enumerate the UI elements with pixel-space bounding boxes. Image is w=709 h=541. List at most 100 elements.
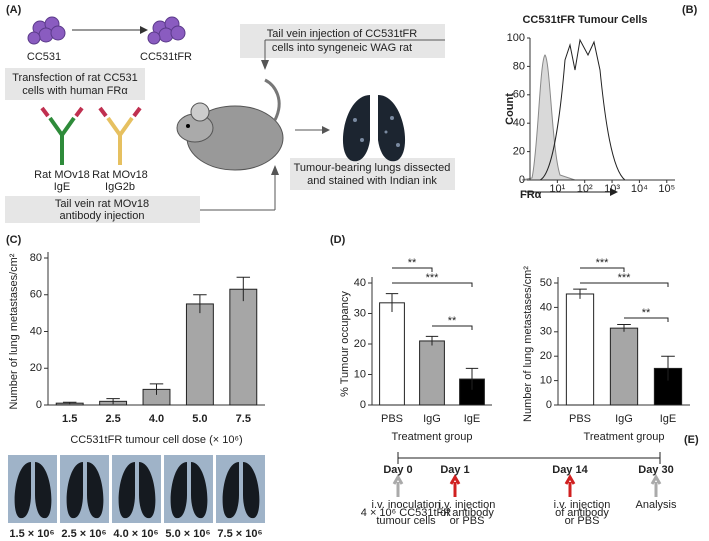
box-text: antibody injection [59,210,144,222]
bar [419,340,445,406]
lung-photo [222,462,260,519]
bar [185,303,214,406]
antibody-label: Rat MOv18 [34,169,90,181]
box-text: and stained with Indian ink [307,175,437,187]
lung-photo [66,462,104,519]
bar [565,293,595,406]
y-tick-label: 0 [519,174,525,186]
x-tick-label: 10² [577,183,593,195]
day-label: Day 14 [552,464,588,476]
y-axis-label: % Tumour occupancy [339,291,351,397]
y-tick-label: 20 [513,146,525,158]
lung-photo [170,462,208,519]
error-bar [385,293,399,312]
significance-bracket [392,282,473,287]
error-bar [62,401,77,405]
x-tick-label: 1.5 [62,413,77,425]
x-tick-label: 10¹ [549,183,565,195]
lung-images [8,455,265,523]
significance-bracket [580,282,669,287]
y-tick-label: 20 [354,338,366,350]
y-tick-label: 0 [360,399,366,411]
y-axis-label: Number of lung metastases/cm² [8,253,20,409]
image-label: 1.5 × 10⁶ [9,528,54,540]
x-tick-label: 7.5 [236,413,251,425]
box-text: cells into syngeneic WAG rat [272,42,412,54]
error-bar [149,383,164,395]
timeline-note: 4 × 10⁶ CC531tFR [361,507,451,519]
y-tick-label: 80 [30,252,42,264]
antibody-label: IgE [54,181,71,193]
x-tick-label: IgE [660,413,677,425]
y-tick-label: 0 [546,399,552,411]
significance-bracket [624,317,669,322]
x-axis-label: Treatment group [392,431,473,443]
y-tick-label: 20 [540,350,552,362]
x-tick-label: IgG [615,413,633,425]
image-label: 2.5 × 10⁶ [61,528,106,540]
x-tick-label: 10³ [604,183,620,195]
bar [229,288,258,406]
box-text: Tail vein rat MOv18 [55,198,149,210]
timeline-note: Analysis [636,499,677,511]
chart-title: CC531tFR Tumour Cells [522,14,647,26]
panel-a-art [5,16,455,223]
timeline-note: of antibody [440,507,494,519]
y-tick-label: 40 [30,325,42,337]
day-label: Day 0 [383,464,412,476]
timeline-note: or PBS [565,515,600,527]
timeline-note: tumour cells [376,515,436,527]
cell-label: CC531 [27,51,61,63]
error-bar [617,323,631,332]
significance-label: ** [448,315,457,327]
panel-label: (D) [330,234,346,246]
significance-bracket [580,267,625,272]
significance-label: *** [618,272,632,284]
x-tick-label: 10⁵ [658,183,675,195]
error-bar [573,288,587,299]
timeline-note: i.v. injection [554,499,611,511]
y-tick-label: 10 [354,368,366,380]
significance-bracket [392,267,433,272]
error-bar [465,367,479,390]
lung-photo [118,462,156,519]
panel-label: (B) [682,4,698,16]
y-tick-label: 30 [354,307,366,319]
cell-label: CC531tFR [140,51,192,63]
y-tick-label: 40 [513,117,525,129]
box-text: cells with human FRα [22,85,128,97]
x-tick-label: PBS [569,413,591,425]
x-tick-label: 2.5 [105,413,120,425]
box-text: Transfection of rat CC531 [12,72,138,84]
x-tick-label: IgG [423,413,441,425]
y-tick-label: 30 [540,326,552,338]
y-axis-label: Number of lung metastases/cm² [522,266,534,422]
error-bar [661,355,675,381]
timeline-note: of antibody [555,507,609,519]
image-label: 4.0 × 10⁶ [113,528,158,540]
error-bar [193,294,207,314]
panel-label: (E) [684,434,699,446]
y-tick-label: 40 [540,301,552,313]
panel-b-art [521,38,626,196]
y-tick-label: 10 [540,375,552,387]
box-text: Tumour-bearing lungs dissected [294,162,451,174]
panel-label: (C) [6,234,22,246]
image-label: 5.0 × 10⁶ [165,528,210,540]
y-tick-label: 50 [540,277,552,289]
y-tick-label: 20 [30,362,42,374]
timeline-note: i.v. inoculation [372,499,441,511]
timeline-note: or PBS [450,515,485,527]
bar [609,327,639,406]
day-label: Day 30 [638,464,673,476]
x-tick-label: IgE [464,413,481,425]
panel-label: (A) [6,4,22,16]
image-label: 7.5 × 10⁶ [217,528,262,540]
y-tick-label: 60 [513,89,525,101]
timeline-note: i.v. injection [439,499,496,511]
x-axis-label: Treatment group [584,431,665,443]
bar [379,302,405,406]
x-tick-label: PBS [381,413,403,425]
significance-label: *** [596,257,610,269]
